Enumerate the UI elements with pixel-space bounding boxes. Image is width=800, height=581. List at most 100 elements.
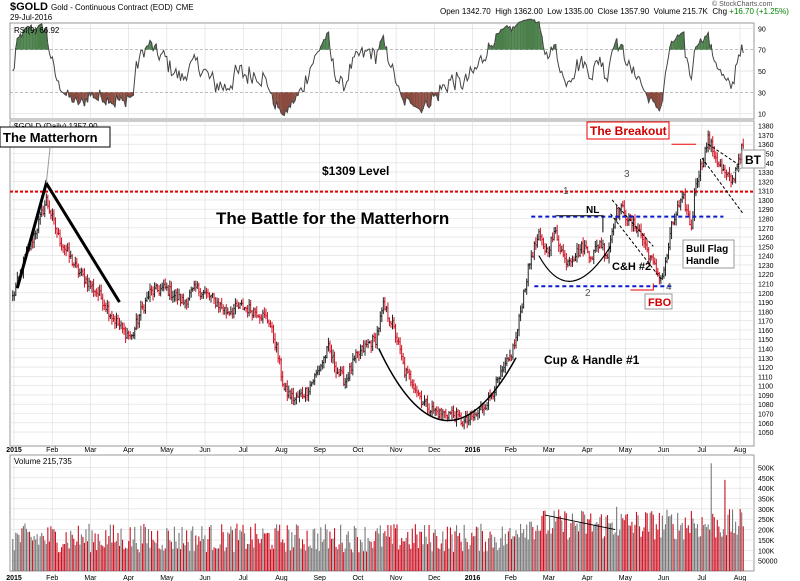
month-label-bottom: Jun [199, 575, 210, 581]
price-tick-label: 1260 [758, 235, 774, 242]
month-label-bottom: Aug [734, 575, 747, 581]
volume-tick-label: 50000 [758, 559, 778, 566]
high-label: High [495, 7, 512, 16]
month-label: Apr [123, 447, 135, 454]
month-label-bottom: Dec [428, 575, 441, 581]
bullflag-label-line: Handle [686, 256, 720, 267]
price-tick-label: 1250 [758, 244, 774, 251]
open-value: 1342.70 [461, 7, 491, 16]
month-label-bottom: May [619, 575, 633, 581]
fbo-label: FBO [648, 297, 672, 309]
month-label: Feb [46, 447, 58, 454]
month-label-bottom: Nov [390, 575, 403, 581]
chg-value: +16.70 (+1.25%) [729, 7, 789, 16]
matterhorn-pointer [45, 147, 51, 184]
pivot-3-label: 3 [624, 169, 630, 180]
symbol-description: Gold - Continuous Contract (EOD) [50, 3, 173, 12]
bt-label: BT [745, 153, 762, 167]
month-label: Sep [313, 447, 326, 454]
volume-tick-label: 500K [758, 465, 775, 472]
candles [11, 130, 745, 430]
bullflag-label-line: Bull Flag [686, 244, 728, 255]
rsi-grid [10, 23, 754, 119]
cup1-label: Cup & Handle #1 [544, 353, 640, 367]
rsi-tick-label: 30 [758, 90, 766, 97]
neckline-label: NL [586, 205, 599, 216]
annotation-drawings [15, 143, 746, 422]
price-tick-label: 1120 [758, 365, 773, 372]
ohlc-readout: Open 1342.70 High 1362.00 Low 1335.00 Cl… [440, 7, 789, 16]
ch2-label: C&H #2 [612, 261, 651, 273]
matterhorn-label: The Matterhorn [3, 130, 98, 145]
price-tick-label: 1200 [758, 291, 774, 298]
price-tick-label: 1280 [758, 217, 774, 224]
volume-trendline [544, 514, 616, 531]
close-label: Close [597, 7, 618, 16]
month-label-bottom: May [160, 575, 174, 581]
pivot-2-label: 2 [585, 288, 591, 299]
bullflag-box [682, 239, 735, 269]
rsi-tick-label: 70 [758, 48, 766, 55]
rsi-axis: 10 30 50 70 90 [758, 26, 766, 118]
month-label: Oct [352, 447, 363, 454]
price-tick-label: 1370 [758, 133, 774, 140]
month-label: May [619, 447, 633, 454]
rsi-tick-label: 90 [758, 26, 766, 33]
month-label: 2015 [6, 447, 22, 454]
volume-title: Volume 215,735 [14, 457, 72, 466]
price-tick-label: 1320 [758, 179, 774, 186]
symbol-header: $GOLD Gold - Continuous Contract (EOD) C… [10, 1, 194, 13]
price-tick-label: 1170 [758, 319, 773, 326]
matterhorn-box [0, 126, 111, 148]
price-tick-label: 1050 [758, 430, 774, 437]
month-label: Mar [543, 447, 556, 454]
volume-tick-label: 300K [758, 507, 775, 514]
month-label: Apr [582, 447, 594, 454]
ch2-handle-lower [610, 213, 662, 280]
rsi-line [12, 18, 744, 117]
date-label: 29-Jul-2016 [10, 13, 53, 22]
bullflag-label: Bull Flag Handle [686, 244, 728, 267]
volume-axis: 50000 100K 150K 200K 250K 300K 350K 400K 450K 500… [758, 465, 778, 565]
ch2-handle-upper [611, 199, 654, 247]
price-tick-label: 1240 [758, 254, 774, 261]
bullflag-lower [701, 157, 744, 215]
volume-value: 215.7K [682, 7, 708, 16]
fbo-box [644, 293, 673, 310]
price-tick-label: 1130 [758, 356, 773, 363]
month-label-bottom: 2016 [465, 575, 481, 581]
price-tick-label: 1070 [758, 412, 774, 419]
price-tick-label: 1360 [758, 142, 774, 149]
nl-bracket [555, 215, 604, 233]
volume-tick-label: 250K [758, 517, 775, 524]
low-label: Low [547, 7, 562, 16]
rsi-title: RSI(9) 66.92 [14, 26, 60, 35]
price-tick-label: 1310 [758, 189, 774, 196]
fbo-bracket [630, 283, 654, 291]
month-label-bottom: Oct [352, 575, 363, 581]
price-tick-label: 1180 [758, 309, 773, 316]
price-tick-label: 1300 [758, 198, 774, 205]
month-label-bottom: Aug [275, 575, 288, 581]
month-label: Jun [199, 447, 210, 454]
volume-bars [12, 463, 744, 571]
month-label-bottom: Apr [582, 575, 594, 581]
month-label-bottom: Feb [46, 575, 58, 581]
price-tick-label: 1110 [758, 374, 773, 381]
month-axis: 2015 Feb Mar Apr May Jun Jul Aug Sep Oct Nov Dec 201… [6, 447, 746, 454]
price-tick-label: 1210 [758, 282, 774, 289]
price-tick-label: 1060 [758, 421, 774, 428]
volume-tick-label: 400K [758, 486, 775, 493]
price-tick-label: 1350 [758, 152, 774, 159]
month-label: Aug [734, 447, 747, 454]
month-label-bottom: Jun [658, 575, 669, 581]
month-label-bottom: Sep [313, 575, 326, 581]
month-label-bottom: Mar [84, 575, 97, 581]
month-label-bottom: Mar [543, 575, 556, 581]
price-tick-label: 1270 [758, 226, 774, 233]
month-label-bottom: Jul [239, 575, 248, 581]
pivot-1-label: 1 [563, 186, 569, 197]
month-label-bottom: 2015 [6, 575, 22, 581]
price-tick-label: 1330 [758, 170, 774, 177]
volume-tick-label: 100K [758, 548, 775, 555]
